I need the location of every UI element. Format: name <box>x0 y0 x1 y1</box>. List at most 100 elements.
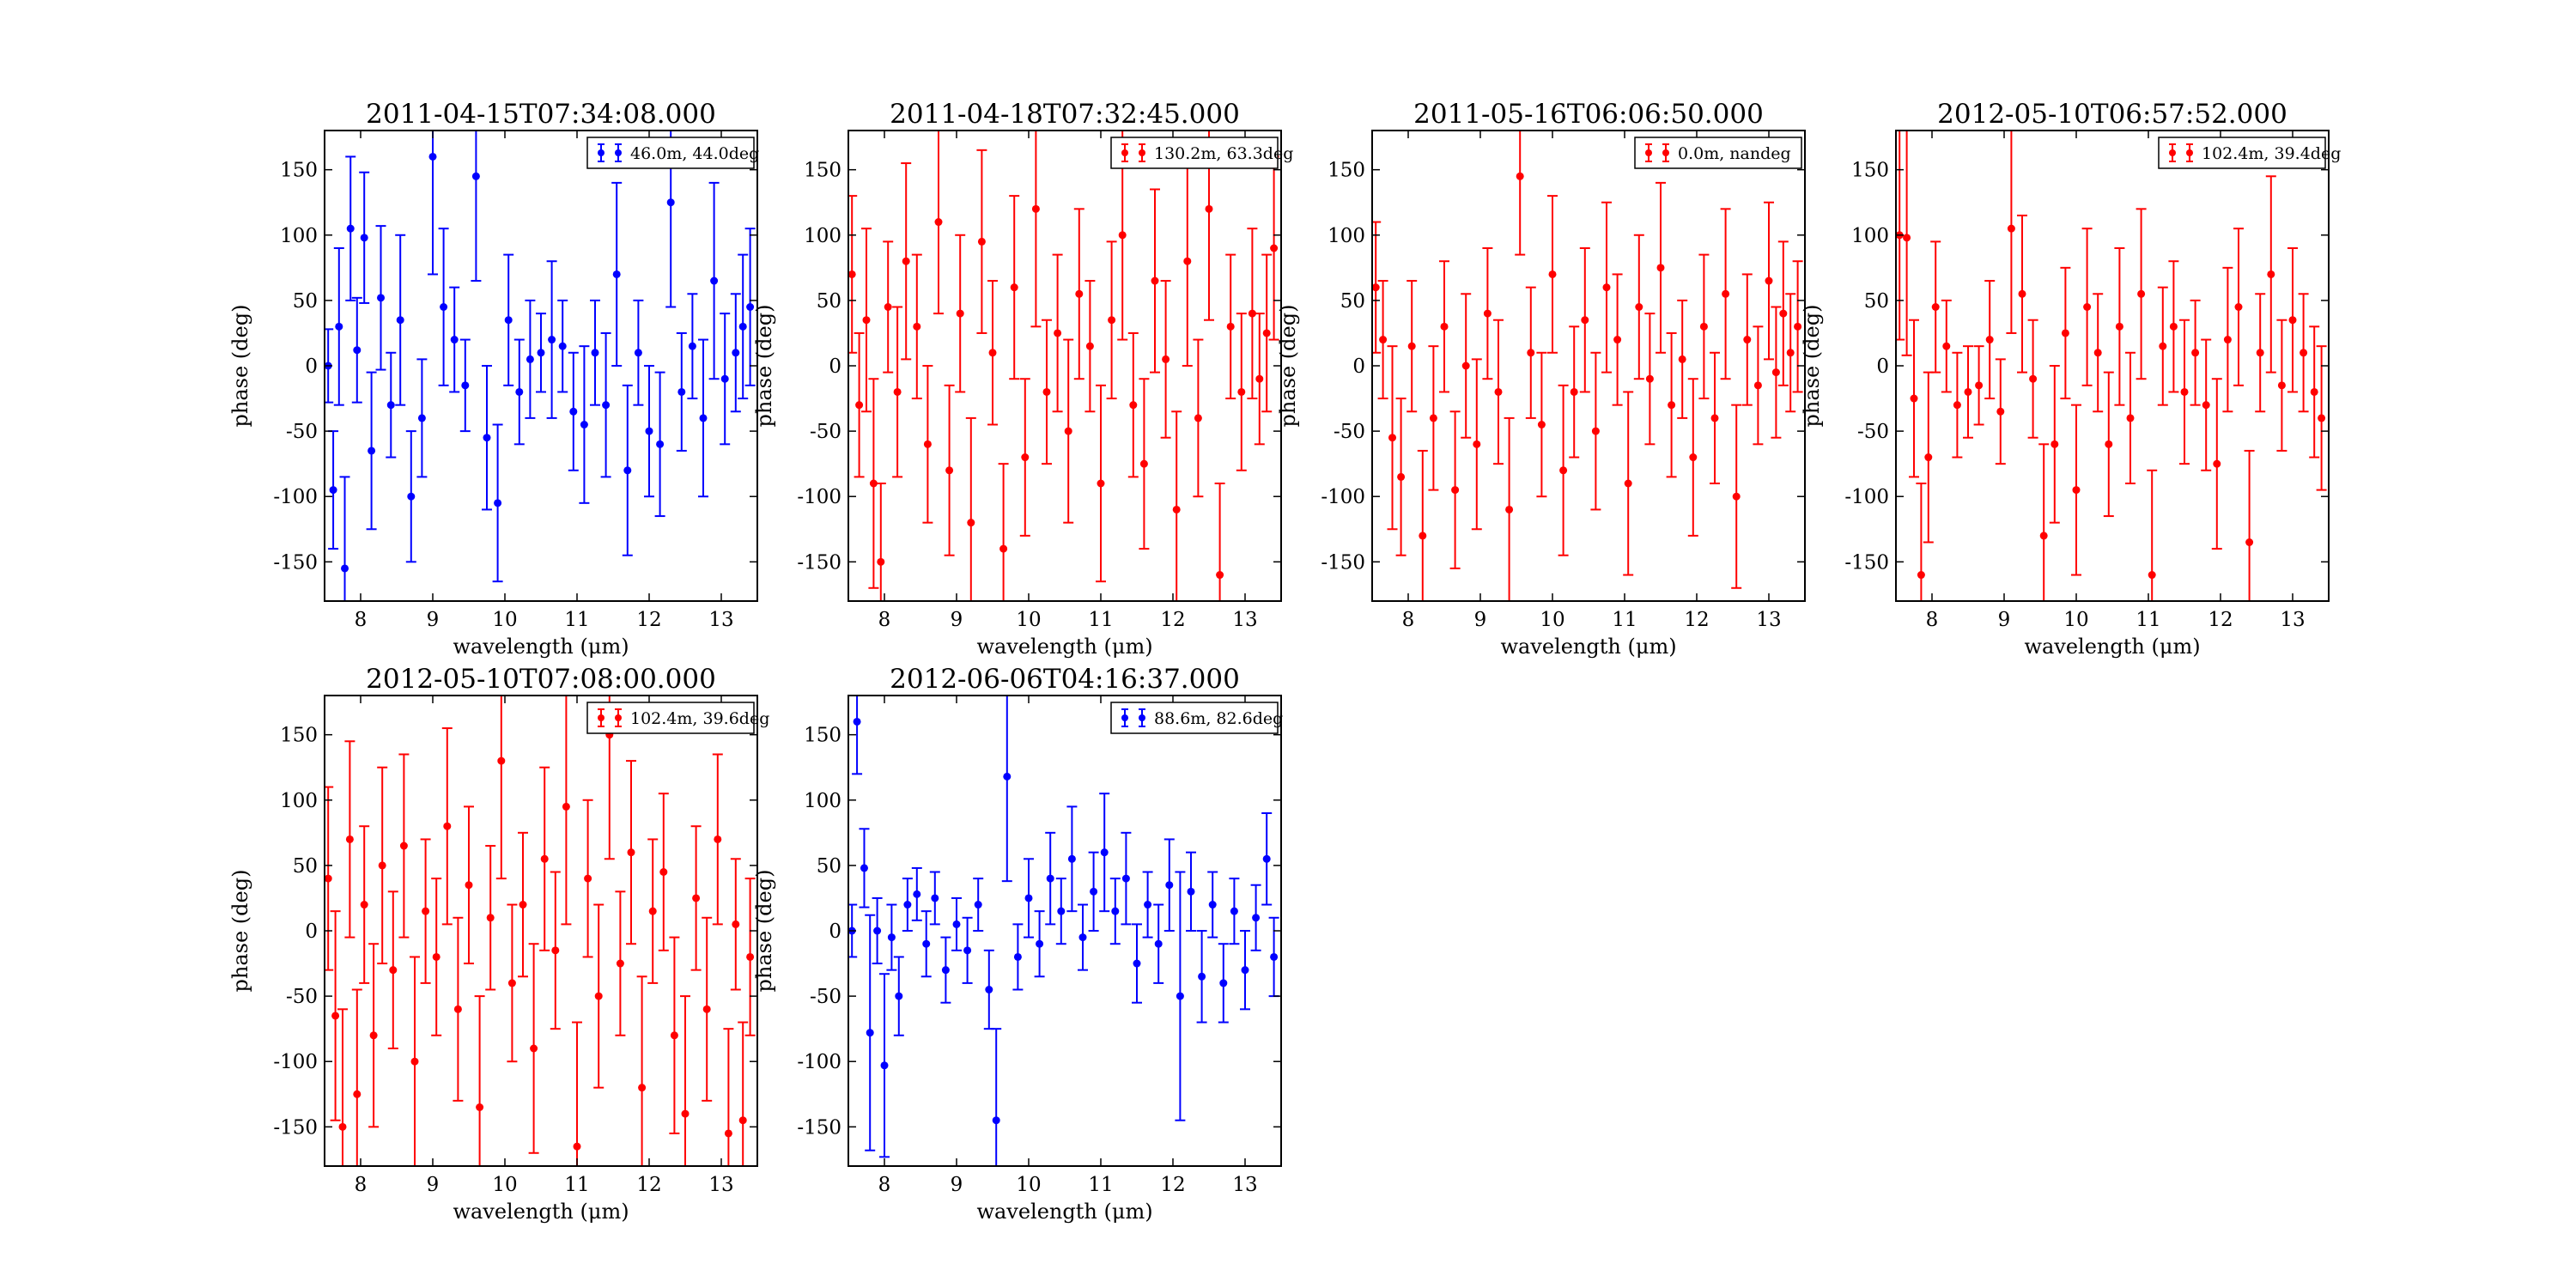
x-tick-label: 13 <box>708 609 733 631</box>
data-point <box>407 492 416 501</box>
data-point <box>873 927 882 935</box>
x-tick-label: 12 <box>636 609 661 631</box>
legend-label: 46.0m, 44.0deg <box>630 144 759 163</box>
data-point <box>471 172 480 180</box>
data-point <box>1097 479 1105 488</box>
data-point <box>443 822 452 830</box>
data-point <box>2050 440 2059 448</box>
data-point <box>428 152 437 161</box>
legend-marker <box>1645 143 1652 162</box>
y-tick-label: 50 <box>817 290 841 313</box>
data-point <box>1917 571 1925 580</box>
data-point <box>465 881 473 890</box>
legend-marker <box>1139 143 1145 162</box>
data-point <box>368 447 376 455</box>
data-point <box>913 322 921 331</box>
y-tick-label: -50 <box>810 421 841 443</box>
data-point <box>1903 234 1911 242</box>
data-point <box>1624 479 1632 488</box>
data-point <box>869 479 878 488</box>
data-point <box>746 952 755 961</box>
data-point <box>1205 204 1213 213</box>
x-tick-label: 11 <box>1088 609 1113 631</box>
data-point <box>659 868 668 876</box>
data-point <box>893 387 902 396</box>
data-point <box>992 1116 1000 1125</box>
data-point <box>1003 772 1012 781</box>
x-tick-label: 9 <box>427 609 440 631</box>
x-axis-label: wavelength (μm) <box>453 635 629 659</box>
data-point <box>378 861 386 870</box>
data-point <box>963 946 972 955</box>
y-axis-label: phase (deg) <box>1276 305 1300 428</box>
data-point <box>1090 887 1098 896</box>
data-layer <box>848 131 1279 601</box>
data-point <box>627 848 635 857</box>
x-tick-label: 11 <box>564 609 589 631</box>
data-point <box>346 224 355 233</box>
data-point <box>1786 349 1795 357</box>
data-point <box>1910 394 1918 403</box>
data-point <box>453 1005 462 1013</box>
data-point <box>1046 874 1054 883</box>
data-point <box>688 342 696 350</box>
data-point <box>1270 244 1279 252</box>
data-point <box>1064 427 1072 435</box>
data-point <box>526 355 534 363</box>
data-point <box>922 939 931 948</box>
data-point <box>2310 387 2318 396</box>
data-point <box>2234 303 2243 311</box>
legend-label: 88.6m, 82.6deg <box>1154 709 1283 728</box>
y-tick-label: -100 <box>797 486 841 508</box>
legend-marker <box>2186 143 2193 162</box>
y-axis-label: phase (deg) <box>228 870 252 993</box>
y-tick-label: 50 <box>293 855 318 878</box>
data-point <box>1154 939 1163 948</box>
data-point <box>2083 303 2092 311</box>
data-point <box>497 756 506 765</box>
data-point <box>507 979 516 987</box>
y-tick-label: 100 <box>804 225 841 247</box>
data-point <box>1931 303 1940 311</box>
data-point <box>860 864 868 872</box>
data-point <box>1187 887 1195 896</box>
x-tick-label: 13 <box>1756 609 1781 631</box>
data-point <box>1548 270 1557 278</box>
data-point <box>1985 336 1994 344</box>
data-point <box>877 557 885 566</box>
data-point <box>1388 434 1397 442</box>
legend-label: 102.4m, 39.4deg <box>2202 144 2341 163</box>
y-axis-label: phase (deg) <box>752 870 776 993</box>
data-point <box>853 717 861 726</box>
data-point <box>2202 401 2210 410</box>
data-point <box>2180 387 2189 396</box>
data-point <box>1379 336 1388 344</box>
data-point <box>1172 505 1181 513</box>
data-point <box>377 294 386 302</box>
data-point <box>681 1109 690 1118</box>
data-point <box>2072 486 2081 495</box>
data-point <box>422 907 430 915</box>
data-point <box>1689 453 1698 462</box>
data-point <box>325 874 332 883</box>
y-tick-label: -150 <box>1321 551 1365 574</box>
data-point <box>1710 414 1719 422</box>
data-point <box>569 407 578 416</box>
data-point <box>537 349 545 357</box>
data-point <box>988 349 997 357</box>
chart-title: 2012-05-10T06:57:52.000 <box>1937 99 2287 130</box>
data-point <box>1732 492 1741 501</box>
y-tick-label: -100 <box>273 1051 318 1073</box>
y-axis-label: phase (deg) <box>752 305 776 428</box>
x-tick-label: 13 <box>2280 609 2305 631</box>
data-point <box>1270 952 1279 961</box>
data-point <box>2115 322 2123 331</box>
data-point <box>974 901 982 909</box>
data-point <box>1440 322 1449 331</box>
data-point <box>1429 414 1437 422</box>
y-tick-label: -50 <box>1334 421 1365 443</box>
x-tick-label: 12 <box>2208 609 2233 631</box>
data-point <box>2213 459 2221 468</box>
y-tick-label: -100 <box>273 486 318 508</box>
data-point <box>1451 486 1460 495</box>
